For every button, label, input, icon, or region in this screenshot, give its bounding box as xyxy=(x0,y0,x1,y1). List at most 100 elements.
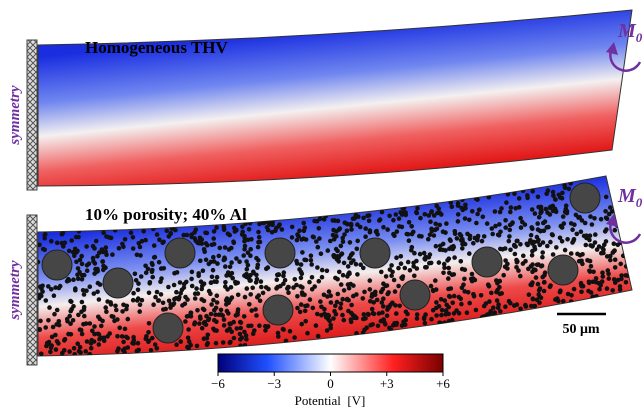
particle xyxy=(401,319,406,325)
particle xyxy=(365,311,371,317)
particle xyxy=(471,240,476,246)
particle xyxy=(301,220,307,226)
particle xyxy=(529,225,534,230)
particle xyxy=(428,283,434,289)
particle xyxy=(369,306,375,312)
colorbar-label: Potential [V] xyxy=(295,393,366,408)
particle xyxy=(542,279,547,285)
particle xyxy=(130,297,136,303)
particle xyxy=(120,241,125,247)
particle xyxy=(317,216,323,221)
particle xyxy=(396,265,401,271)
particle xyxy=(189,269,195,275)
particle xyxy=(378,289,384,295)
particle xyxy=(79,331,85,337)
particle xyxy=(96,314,101,320)
particle xyxy=(459,205,464,211)
particle xyxy=(319,304,324,310)
particle xyxy=(205,340,210,346)
particle xyxy=(516,268,521,273)
particle xyxy=(256,234,262,240)
particle xyxy=(353,261,359,267)
particle xyxy=(113,303,118,309)
particle xyxy=(237,259,242,265)
particle xyxy=(197,321,202,326)
particle xyxy=(450,300,456,306)
particle xyxy=(326,289,332,294)
particle xyxy=(185,335,191,341)
particle xyxy=(255,244,261,250)
particle xyxy=(135,340,141,346)
particle xyxy=(224,308,230,314)
particle xyxy=(439,307,445,313)
particle xyxy=(423,254,429,260)
tick-label: 0 xyxy=(327,376,334,391)
particle xyxy=(38,259,41,265)
particle xyxy=(281,281,286,287)
particle xyxy=(496,302,501,307)
particle xyxy=(201,307,207,313)
particle xyxy=(305,330,310,336)
particle xyxy=(68,298,73,304)
particle xyxy=(192,296,198,301)
particle xyxy=(330,218,336,223)
particle xyxy=(401,209,407,215)
particle xyxy=(278,283,283,289)
particle xyxy=(374,297,380,303)
particle xyxy=(414,266,420,271)
particle xyxy=(387,213,392,219)
pore xyxy=(264,237,296,269)
particle xyxy=(529,207,535,212)
particle xyxy=(534,262,540,268)
particle xyxy=(160,300,166,306)
particle xyxy=(548,239,553,245)
particle xyxy=(90,255,96,261)
particle xyxy=(349,227,354,232)
particle xyxy=(239,232,245,237)
particle xyxy=(422,212,428,217)
particle xyxy=(84,268,90,274)
particle xyxy=(92,261,98,266)
particle xyxy=(493,223,498,229)
particle xyxy=(99,323,104,329)
particle xyxy=(54,322,59,327)
particle xyxy=(368,322,374,328)
particle xyxy=(148,348,154,353)
particle xyxy=(70,249,76,255)
particle xyxy=(302,225,308,230)
particle xyxy=(557,235,563,241)
particle xyxy=(473,307,479,313)
particle xyxy=(460,237,465,242)
particle xyxy=(303,237,309,242)
particle xyxy=(341,317,347,323)
particle xyxy=(46,284,51,289)
particle xyxy=(137,244,143,250)
particle xyxy=(275,330,281,336)
particle xyxy=(532,211,538,216)
tick-label: +3 xyxy=(380,376,394,391)
moment-label: M0 xyxy=(617,20,643,45)
particle xyxy=(507,234,512,239)
particle xyxy=(513,244,518,249)
particle xyxy=(393,212,399,217)
particle xyxy=(327,318,332,324)
particle xyxy=(96,342,102,347)
particle xyxy=(214,274,220,280)
particle xyxy=(154,346,160,351)
particle xyxy=(536,214,542,220)
particle xyxy=(229,329,234,335)
particle xyxy=(351,283,356,288)
particle xyxy=(606,276,612,281)
particle xyxy=(256,229,261,235)
particle xyxy=(529,303,534,309)
particle xyxy=(199,297,204,302)
particle xyxy=(323,315,329,320)
particle xyxy=(303,318,309,324)
particle xyxy=(226,247,232,252)
particle xyxy=(383,274,389,279)
particle xyxy=(136,347,141,353)
particle xyxy=(203,322,209,328)
particle xyxy=(568,299,574,304)
particle xyxy=(448,286,454,291)
particle xyxy=(67,313,72,319)
